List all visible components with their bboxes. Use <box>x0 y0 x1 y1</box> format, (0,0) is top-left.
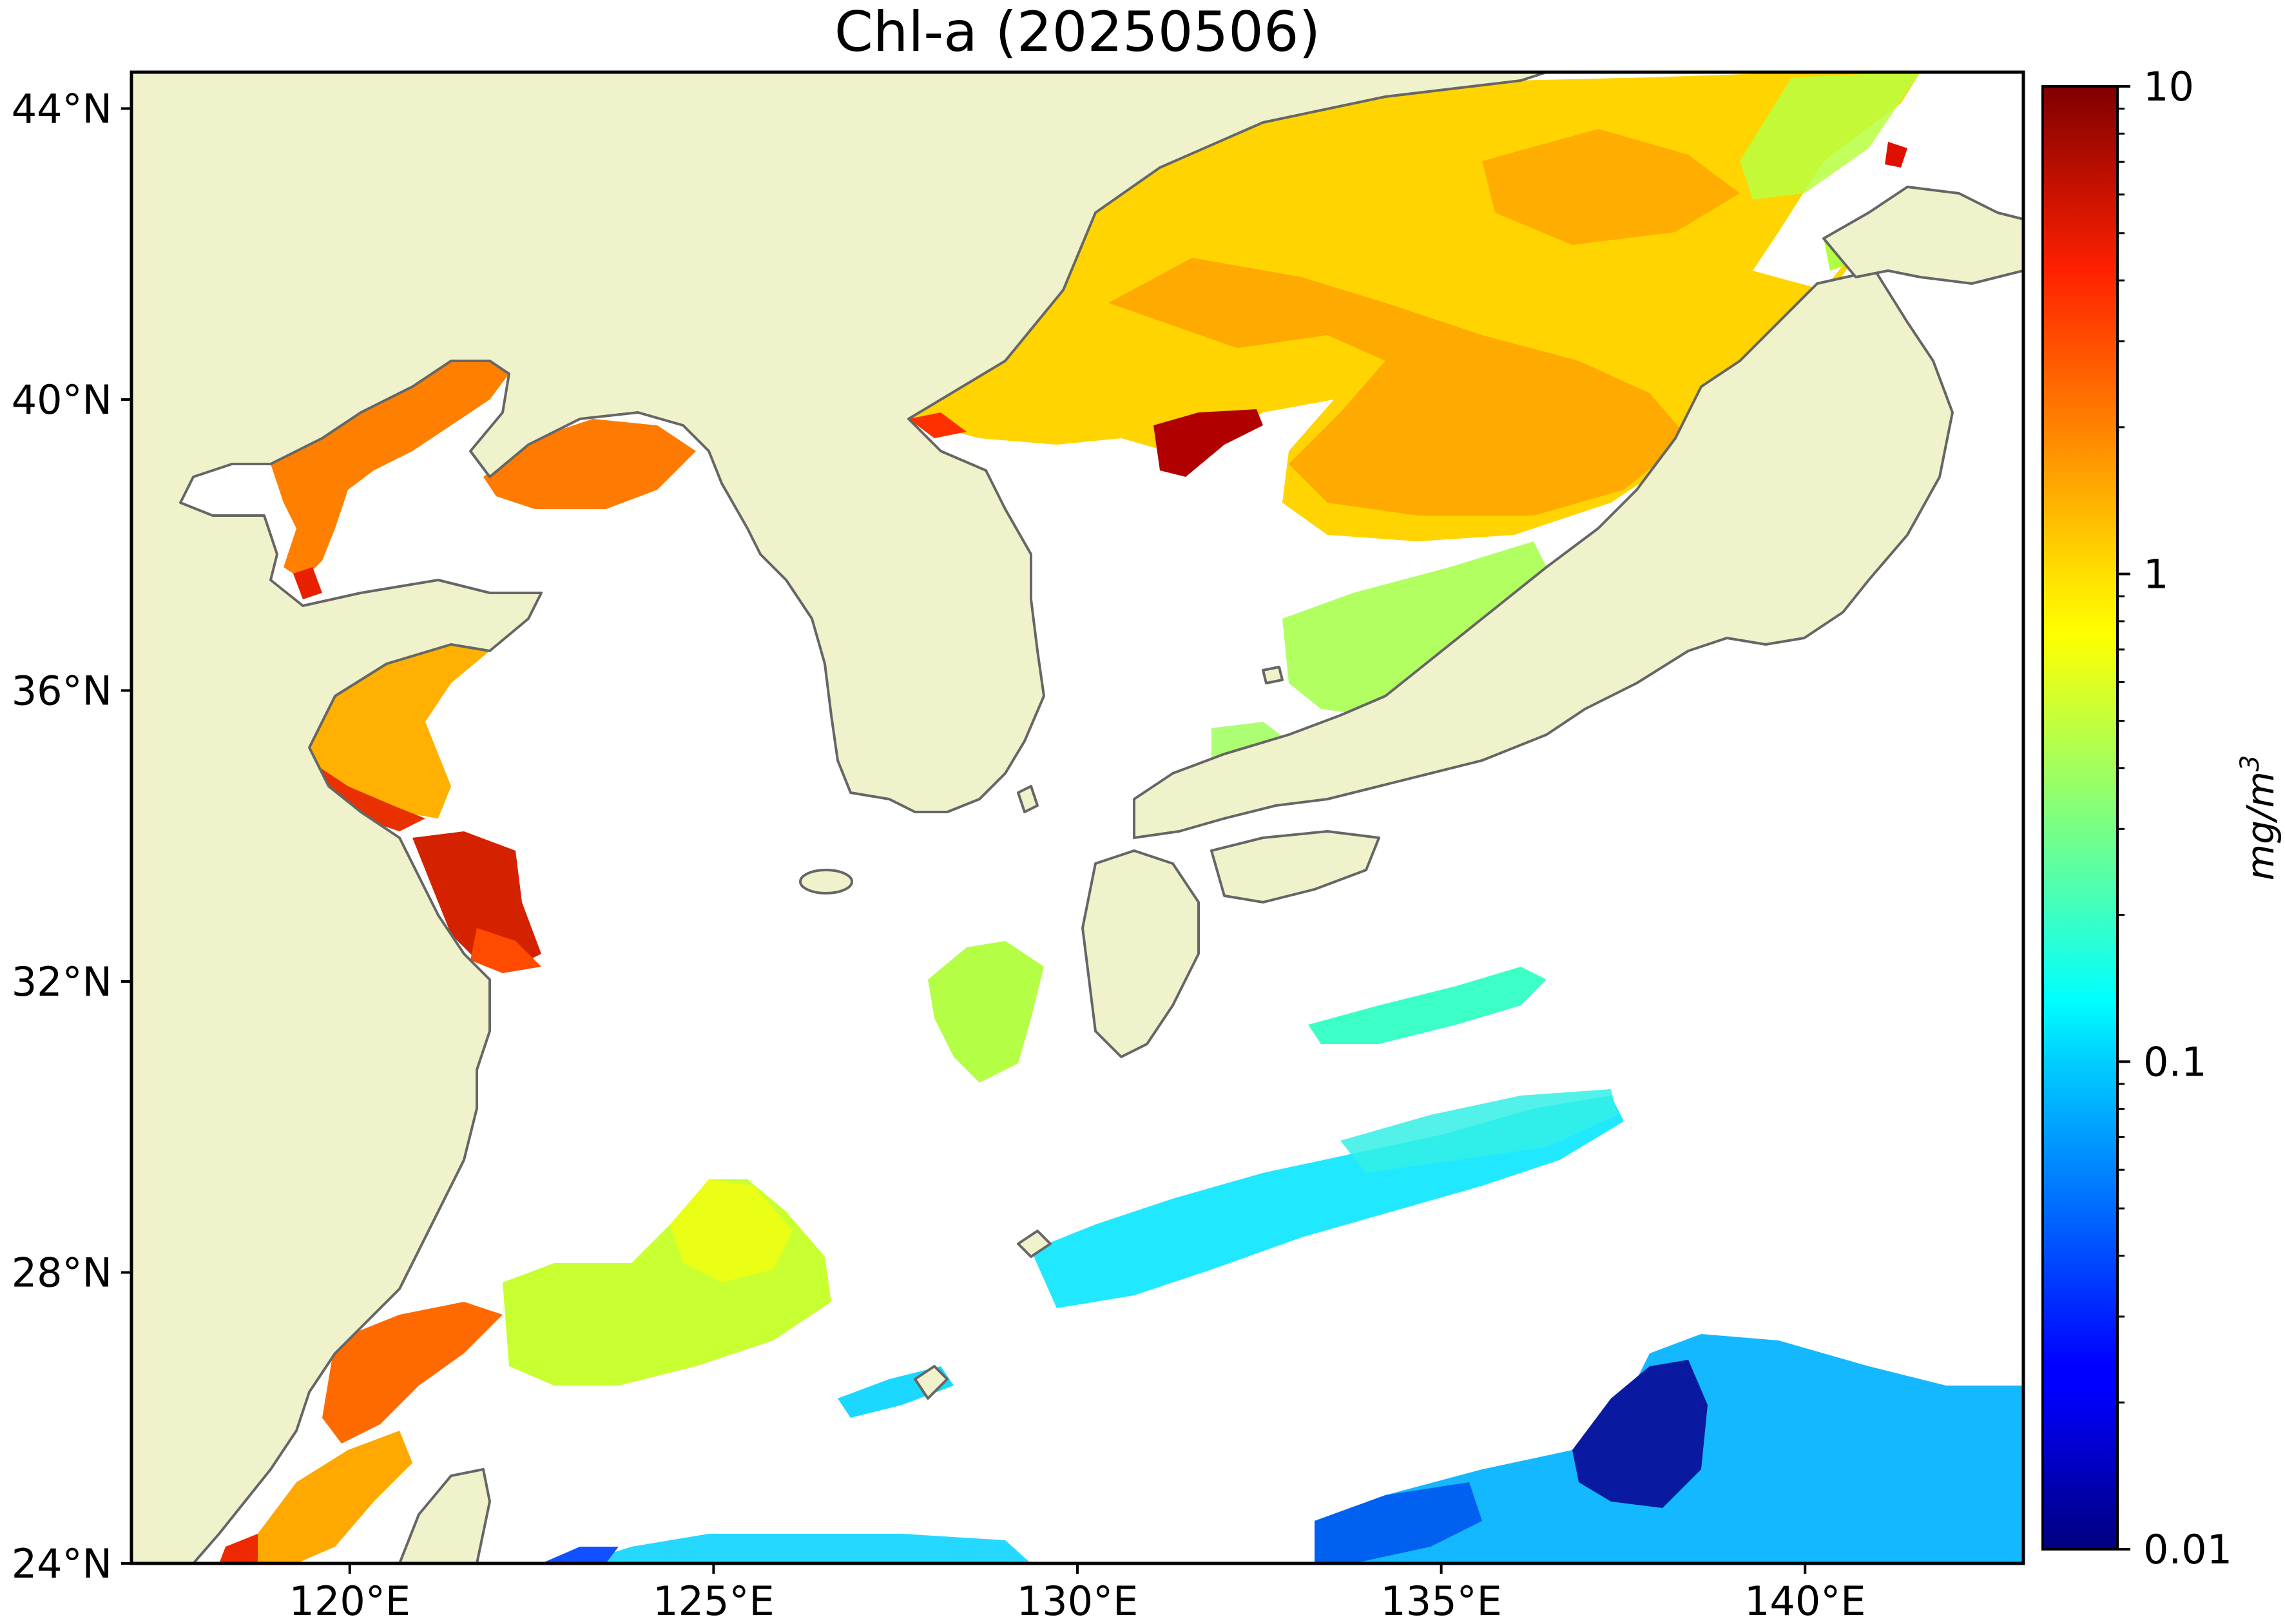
land-layer <box>131 72 2023 1563</box>
lat-tick-label: 28°N <box>12 1249 112 1296</box>
colorbar-tick: 1 <box>2117 551 2168 598</box>
unit-exponent: 3 <box>2235 755 2265 771</box>
chl-fujian-coast <box>245 1431 412 1563</box>
lon-tick: 140°E <box>1744 1563 1866 1624</box>
land-ulleung <box>1262 666 1284 684</box>
lon-tick: 120°E <box>289 1563 411 1624</box>
colorbar-frame <box>2041 85 2119 1551</box>
lat-tick-label: 32°N <box>12 958 112 1005</box>
land-asian-mainland <box>131 72 1548 1563</box>
land-hokkaido <box>1822 186 2023 285</box>
chl-jeju-south <box>928 941 1044 1083</box>
lat-tick: 40°N <box>12 376 131 423</box>
lon-tick-label: 120°E <box>289 1578 411 1624</box>
land-taiwan <box>398 1468 491 1563</box>
land-okinawa <box>914 1365 949 1400</box>
chl-jiangsu-coast <box>309 644 490 818</box>
unit-base: mg/m <box>2239 771 2282 880</box>
colorbar-tick-label: 0.1 <box>2143 1038 2207 1085</box>
chl-japan-coast-green <box>1282 541 1547 715</box>
chl-subtropical-deep-blue <box>1572 1360 1708 1508</box>
chl-subtropical-blue-2 <box>1315 1482 1482 1563</box>
chl-high-hot-spot <box>1153 409 1263 477</box>
colorbar-tick: 0.01 <box>2117 1526 2232 1573</box>
lon-tick-label: 140°E <box>1744 1578 1866 1624</box>
map-title: Chl-a (20250506) <box>834 0 1321 64</box>
latitude-axis: 24°N 28°N 32°N 36°N 40°N 44°N <box>12 85 131 1587</box>
lat-tick: 44°N <box>12 85 131 132</box>
chl-laizhou-red <box>293 567 322 599</box>
lat-tick: 24°N <box>12 1540 131 1587</box>
chl-east-china-sea-yellow <box>670 1179 793 1282</box>
chl-jiangsu-coast-red <box>309 760 425 831</box>
chl-sea-of-japan-orange-2 <box>1482 129 1740 245</box>
chl-pacific-band-2b <box>1340 1089 1617 1173</box>
colorbar-tick: 0.1 <box>2117 1038 2207 1085</box>
land-shikoku <box>1210 830 1380 904</box>
lon-tick-label: 125°E <box>653 1578 775 1624</box>
land-jeju <box>799 869 853 894</box>
lat-tick-label: 40°N <box>12 376 112 423</box>
chl-zhejiang-coast <box>322 1302 503 1444</box>
land-kyushu <box>1081 849 1200 1058</box>
lon-tick-label: 130°E <box>1017 1578 1139 1624</box>
chl-south-strip <box>580 1534 1031 1563</box>
land-amami <box>1017 1230 1052 1258</box>
chl-yangtze-estuary <box>412 831 541 967</box>
colorbar-tick-label: 10 <box>2143 63 2194 110</box>
lat-tick-label: 44°N <box>12 85 112 132</box>
colorbar-tick: 10 <box>2117 63 2194 110</box>
colorbar-gradient <box>2043 86 2117 1549</box>
chl-yangtze-estuary-2 <box>470 928 541 973</box>
chl-korea-east-coast-green <box>1740 72 1920 200</box>
chl-primorye-red <box>1885 142 1907 168</box>
chl-south-strip-blue <box>541 1547 619 1563</box>
lat-tick-label: 36°N <box>12 667 112 714</box>
land-honshu <box>1133 269 1954 839</box>
lon-tick: 135°E <box>1380 1563 1502 1624</box>
colorbar-tick-label: 1 <box>2143 551 2168 598</box>
colorbar-tick-label: 0.01 <box>2143 1526 2232 1573</box>
chl-sea-of-japan-orange <box>1108 258 1688 516</box>
chlorophyll-layer <box>219 72 2023 1563</box>
lon-tick: 130°E <box>1017 1563 1139 1624</box>
colorbar: 10 1 0.1 0.01 mg/m3 <box>2041 63 2282 1573</box>
lat-tick: 28°N <box>12 1249 131 1296</box>
land-tsushima <box>1017 785 1039 813</box>
colorbar-unit-label: mg/m3 <box>2235 755 2282 881</box>
longitude-axis: 120°E 125°E 130°E 135°E 140°E <box>289 1563 1866 1624</box>
chl-bohai-sea <box>271 361 509 580</box>
colorbar-minor-ticks <box>2117 108 2125 1404</box>
lat-tick: 36°N <box>12 667 131 714</box>
lat-tick: 32°N <box>12 958 131 1005</box>
chl-fujian-red <box>219 1534 258 1563</box>
colorbar-major-ticks: 10 1 0.1 0.01 <box>2117 63 2232 1573</box>
lon-tick: 125°E <box>653 1563 775 1624</box>
chl-korea-north-coast-red <box>909 412 967 438</box>
lat-tick-label: 24°N <box>12 1540 112 1587</box>
lon-tick-label: 135°E <box>1380 1578 1502 1624</box>
chl-pacific-band-1 <box>1308 967 1547 1044</box>
